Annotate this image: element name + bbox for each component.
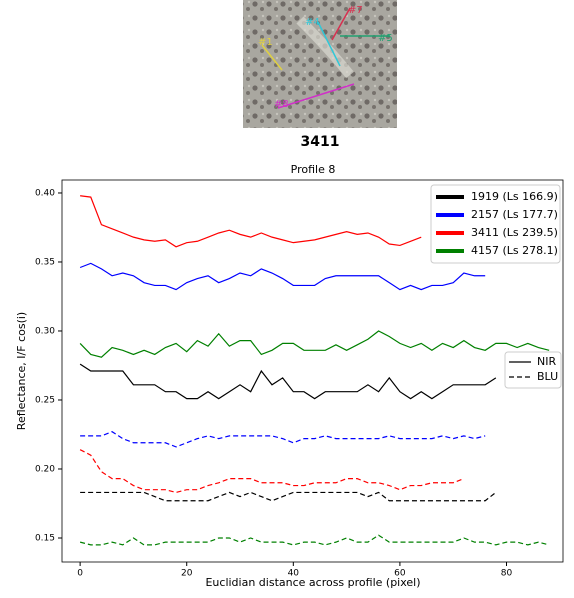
- legend-box: [430, 184, 561, 264]
- data-line: [79, 330, 550, 358]
- axes-frame: [61, 179, 564, 563]
- legend-label: NIR: [537, 355, 556, 368]
- data-line: [79, 363, 497, 400]
- legend-label: 2157 (Ls 177.7): [471, 208, 558, 221]
- x-tick-label: 40: [288, 569, 300, 579]
- x-tick-label: 0: [77, 569, 83, 579]
- data-line: [80, 431, 486, 448]
- map-image: #1 #4 #7 #5 #8: [243, 0, 397, 128]
- data-line: [79, 262, 486, 291]
- x-tick-label: 60: [394, 569, 406, 579]
- y-tick-label: 0.15: [35, 533, 55, 543]
- data-line: [79, 449, 465, 494]
- x-tick-label: 20: [181, 569, 193, 579]
- legend: NIR BLU: [504, 351, 562, 389]
- image-label: #5: [378, 33, 393, 44]
- image-label: #1: [258, 37, 273, 48]
- legend-label: 3411 (Ls 239.5): [471, 226, 558, 239]
- image-label: #8: [274, 99, 289, 110]
- image-label: #7: [348, 5, 363, 16]
- legend-label: 1919 (Ls 166.9): [471, 190, 558, 203]
- image-caption: 3411: [301, 134, 340, 150]
- legend-label: 4157 (Ls 278.1): [471, 244, 558, 257]
- legend: 1919 (Ls 166.9) 2157 (Ls 177.7) 3411 (Ls 2…: [430, 184, 561, 264]
- data-line: [80, 491, 497, 502]
- y-tick-label: 0.30: [35, 326, 55, 336]
- legend-label: BLU: [537, 370, 558, 383]
- legend-box: [504, 351, 562, 389]
- image-label: #4: [305, 17, 320, 28]
- x-tick-label: 80: [501, 569, 513, 579]
- data-line: [79, 534, 550, 546]
- y-tick-label: 0.35: [35, 257, 55, 267]
- chart-title: Profile 8: [291, 163, 336, 176]
- y-tick-label: 0.40: [35, 188, 55, 198]
- y-tick-label: 0.25: [35, 395, 55, 405]
- y-tick-label: 0.20: [35, 464, 55, 474]
- data-line: [80, 195, 422, 248]
- y-axis-label: Reflectance, I/F cos(i): [15, 312, 28, 430]
- x-axis-label: Euclidian distance across profile (pixel…: [205, 576, 420, 589]
